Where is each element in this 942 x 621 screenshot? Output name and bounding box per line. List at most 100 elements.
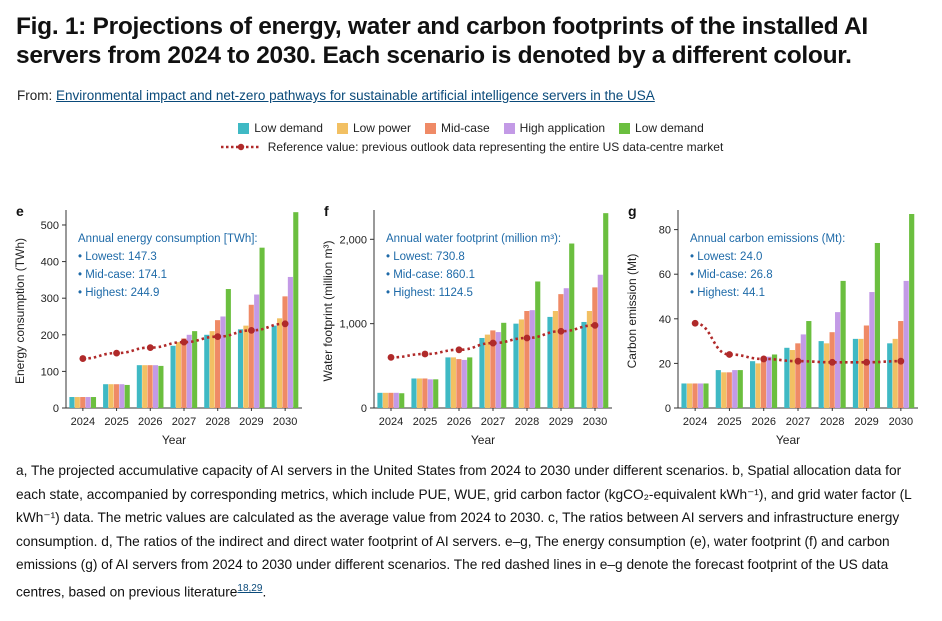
bar — [427, 379, 433, 408]
bar — [535, 281, 541, 408]
source-article-link[interactable]: Environmental impact and net-zero pathwa… — [56, 88, 655, 103]
bar — [829, 332, 835, 408]
bar — [108, 384, 114, 408]
bar — [90, 397, 97, 408]
annotation-heading: Annual water footprint (million m³): — [386, 233, 561, 245]
bar — [277, 318, 283, 408]
legend-item-0: Low demand — [238, 121, 323, 135]
bar — [158, 365, 164, 408]
reference-point — [591, 321, 599, 329]
reference-point — [248, 327, 255, 334]
y-axis-label: Energy consumption (TWh) — [13, 238, 27, 384]
x-tick-label: 2026 — [138, 416, 162, 428]
bar — [85, 397, 91, 408]
bar — [824, 343, 830, 408]
panel-letter: f — [324, 203, 329, 219]
bar — [732, 370, 738, 408]
reference-point — [79, 355, 87, 362]
bar — [377, 392, 383, 408]
x-tick-label: 2024 — [683, 416, 707, 428]
bar — [259, 247, 265, 408]
bar — [852, 338, 859, 408]
bar — [784, 347, 790, 408]
bar — [903, 280, 909, 408]
bar — [603, 213, 609, 408]
bar — [445, 357, 451, 408]
bar — [755, 363, 761, 408]
y-tick-label: 60 — [659, 269, 671, 281]
bar — [547, 316, 553, 408]
annotation-line: • Lowest: 730.8 — [386, 251, 465, 263]
bar — [586, 311, 592, 408]
reference-point — [146, 344, 154, 352]
bar — [726, 372, 732, 408]
x-tick-label: 2027 — [786, 416, 810, 428]
y-axis-label: Water footprint (million m³) — [321, 241, 335, 382]
bar — [863, 325, 870, 408]
reference-point — [489, 339, 497, 347]
bar — [393, 392, 399, 408]
bar — [287, 276, 293, 408]
reference-point — [726, 351, 733, 358]
y-tick-label: 500 — [41, 220, 59, 232]
y-tick-label: 0 — [665, 403, 671, 415]
bar — [422, 378, 428, 408]
bar — [243, 325, 249, 408]
bar — [142, 365, 148, 408]
x-tick-label: 2030 — [583, 416, 607, 428]
reference-point — [180, 338, 188, 346]
x-tick-label: 2030 — [889, 416, 913, 428]
bar — [835, 312, 841, 408]
legend-item-4: Low demand — [619, 121, 704, 135]
bar — [592, 287, 598, 408]
bar — [192, 331, 198, 408]
bar — [858, 338, 864, 408]
x-axis-label: Year — [162, 433, 186, 447]
reference-point — [281, 320, 289, 328]
legend-swatch — [238, 122, 250, 134]
x-tick-label: 2029 — [549, 416, 573, 428]
bar — [80, 397, 86, 408]
bar — [433, 379, 439, 408]
legend-label: Low demand — [635, 121, 704, 135]
bar — [416, 378, 422, 408]
bar — [293, 212, 299, 408]
annotation-line: • Mid-case: 26.8 — [690, 269, 773, 281]
bar — [113, 384, 119, 408]
x-tick-label: 2024 — [379, 416, 403, 428]
bar — [119, 384, 125, 408]
legend-item-3: High application — [503, 121, 605, 135]
bar — [69, 397, 75, 408]
bar — [136, 365, 142, 408]
bar — [692, 383, 698, 408]
bar — [225, 289, 231, 408]
figure-caption: a, The projected accumulative capacity o… — [16, 459, 931, 604]
bar — [495, 332, 501, 408]
bar — [175, 342, 182, 408]
bar — [513, 323, 519, 408]
legend-item-1: Low power — [336, 121, 411, 135]
bar — [186, 334, 192, 408]
bar — [552, 311, 558, 408]
bar — [840, 280, 846, 408]
bar — [204, 334, 210, 408]
annotation-line: • Highest: 244.9 — [78, 287, 159, 299]
bar — [524, 311, 530, 408]
x-tick-label: 2030 — [273, 416, 297, 428]
bar — [563, 288, 569, 408]
bar — [581, 321, 587, 408]
bar — [887, 343, 893, 408]
reference-point — [421, 350, 429, 358]
bar — [479, 337, 485, 408]
bar — [789, 350, 795, 408]
bar — [254, 294, 260, 408]
source-line: From: Environmental impact and net-zero … — [17, 88, 655, 103]
caption-reference-link[interactable]: 18,29 — [237, 582, 263, 594]
annotation-line: • Mid-case: 174.1 — [78, 269, 167, 281]
reference-point — [557, 327, 565, 335]
panel-letter: g — [628, 203, 637, 219]
bar — [209, 331, 215, 408]
bar — [795, 343, 801, 408]
x-tick-label: 2026 — [447, 416, 471, 428]
